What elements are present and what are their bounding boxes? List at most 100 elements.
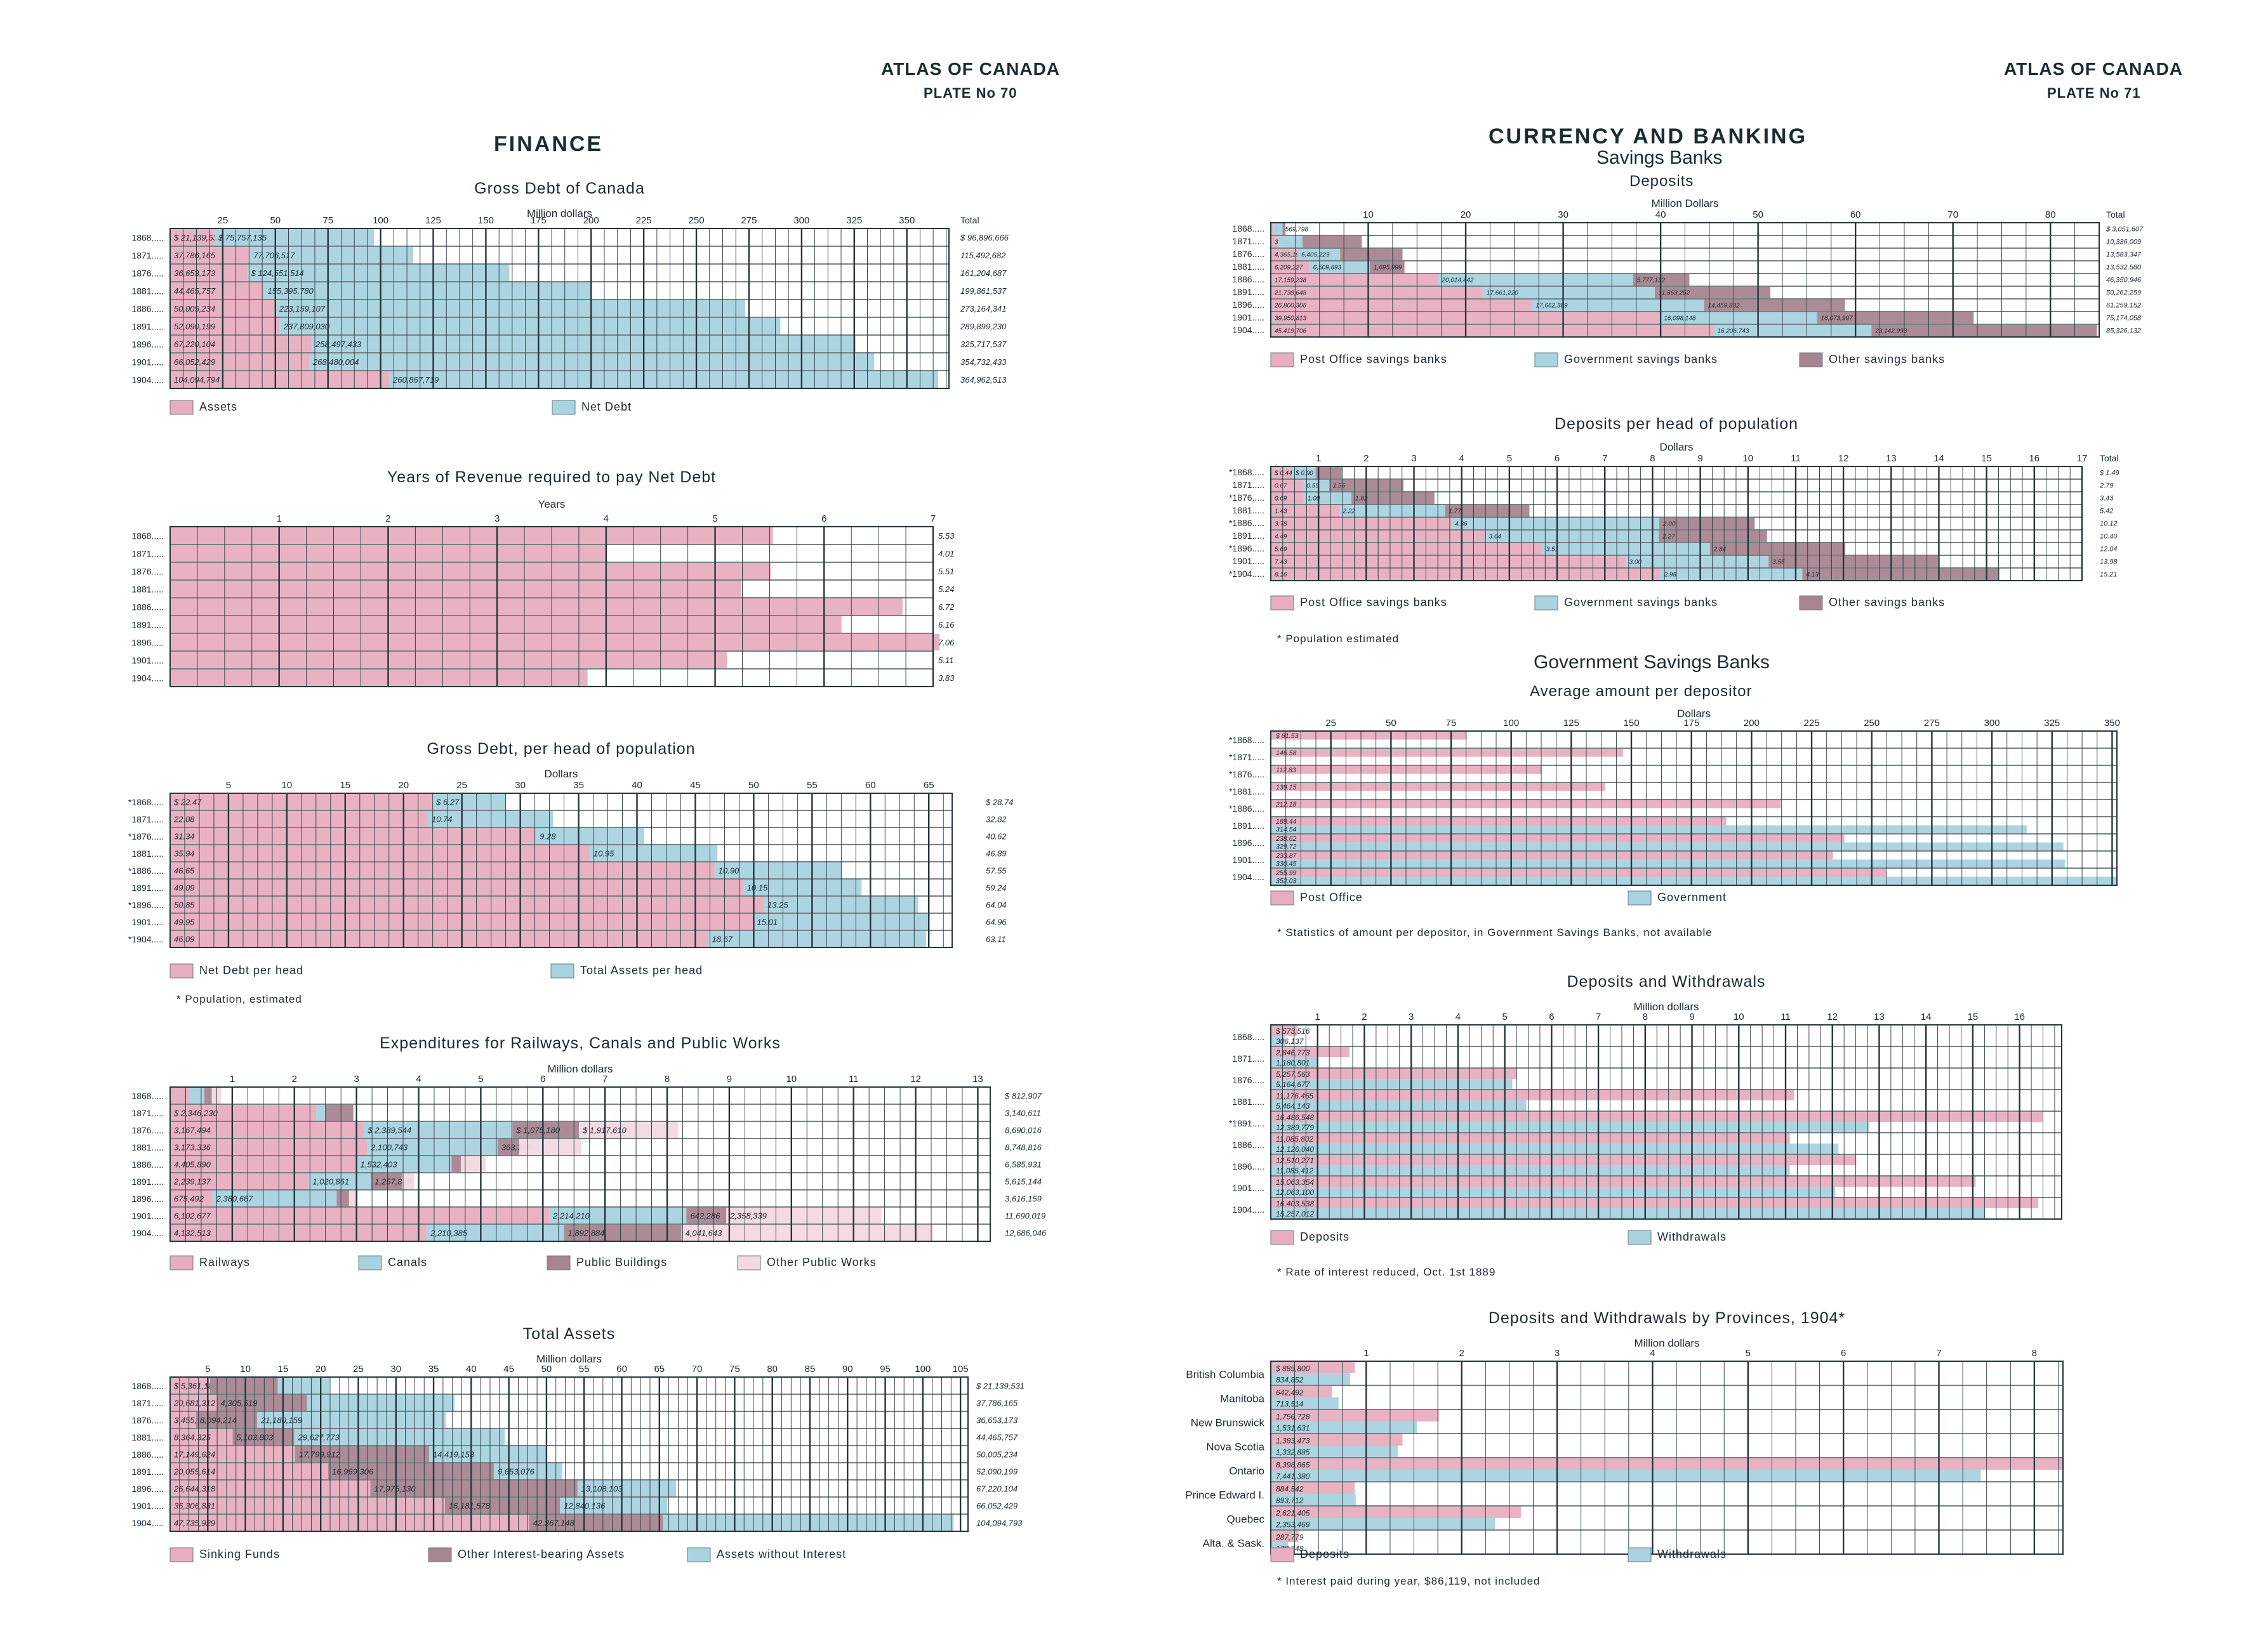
category-label: 1876..... (131, 268, 164, 279)
data-label: 834,852 (1276, 1375, 1304, 1384)
tick-label: 10 (240, 1364, 251, 1375)
bar (170, 336, 312, 352)
data-label: 8.16 (1275, 572, 1287, 579)
category-label: 1886..... (131, 1159, 164, 1170)
category-label: 1881..... (131, 584, 164, 595)
data-label: 36,306,831 (174, 1501, 215, 1510)
bar (170, 371, 389, 388)
bar (295, 1446, 429, 1462)
footnote: * Interest paid during year, $86,119, no… (1277, 1575, 1541, 1587)
tick-label: 35 (428, 1364, 439, 1375)
category-label: 1901..... (1232, 312, 1264, 322)
chart-years_revenue: Years of Revenue required to pay Net Deb… (131, 468, 955, 687)
legend-swatch (1799, 352, 1823, 367)
tick-label: 7 (931, 513, 936, 524)
bar (1315, 467, 1343, 478)
tick-label: 4 (604, 513, 609, 524)
bar (1659, 518, 1755, 529)
tick-label: 5 (712, 513, 717, 524)
tick-label: 90 (842, 1364, 853, 1375)
legend-label: Total Assets per head (580, 964, 703, 977)
data-label: 6,509,893 (1313, 265, 1342, 272)
legend-swatch (1534, 595, 1558, 610)
plot-frame (1270, 730, 2118, 886)
category-label: 1891..... (1232, 531, 1264, 541)
chart-title: Deposits and Withdrawals (1567, 973, 1765, 991)
tick-label: 225 (1804, 718, 1820, 729)
data-label: 893,712 (1276, 1496, 1304, 1505)
data-label: 7,441,380 (1276, 1472, 1310, 1481)
data-label: 20,055,614 (173, 1467, 215, 1476)
bar (371, 1173, 402, 1189)
data-label: 330.45 (1276, 861, 1297, 868)
data-label: $ 22.47 (173, 797, 202, 807)
tick-label: 60 (616, 1364, 627, 1375)
bar (560, 1498, 668, 1514)
bar (1271, 876, 2118, 885)
total-value: 50,005,234 (976, 1449, 1018, 1459)
data-label: $ 81.53 (1275, 732, 1298, 740)
category-label: 1904..... (1232, 872, 1264, 882)
data-label: 45,419,706 (1275, 328, 1306, 335)
gov-savings-title: Government Savings Banks (1534, 652, 1770, 673)
total-value: 104,094,793 (976, 1518, 1023, 1527)
bar (1271, 859, 2066, 867)
total-value: 63.11 (986, 934, 1006, 944)
tick-label: 150 (1624, 718, 1640, 729)
bar (1271, 1177, 1976, 1187)
bar (1445, 505, 1530, 517)
total-value: 5.11 (938, 656, 953, 665)
total-value: 46,350,946 (2106, 277, 2142, 284)
data-label: 287,779 (1275, 1533, 1304, 1541)
right-plate-number: PLATE No 71 (2047, 85, 2141, 101)
tick-label: 65 (924, 780, 934, 791)
total-value: 61,259,152 (2106, 302, 2141, 310)
tick-label: 6 (1555, 453, 1560, 464)
data-label: 14,419,158 (433, 1449, 475, 1459)
bar (1271, 834, 1845, 843)
bar (1625, 556, 1769, 567)
total-value: 3.83 (938, 673, 955, 683)
tick-label: 15 (278, 1364, 289, 1375)
bar (1802, 569, 1999, 580)
category-label: *1886..... (128, 866, 164, 876)
category-label: 1868..... (131, 531, 164, 541)
legend-label: Government savings banks (1564, 353, 1718, 366)
bar (1271, 1421, 1417, 1433)
bar (1542, 543, 1710, 555)
data-label: 12,126,040 (1276, 1145, 1314, 1154)
category-label: 1904..... (131, 1228, 164, 1238)
tick-label: 40 (632, 780, 642, 791)
tick-label: 50 (1753, 209, 1763, 220)
category-label: 1886..... (1232, 1140, 1264, 1150)
data-label: 9,653,076 (498, 1467, 535, 1476)
category-label: 1891..... (1232, 287, 1264, 297)
tick-label: 7 (602, 1074, 607, 1085)
total-value: 64.96 (986, 917, 1007, 927)
unit-label: Million dollars (1635, 1337, 1700, 1349)
tick-label: 5 (226, 780, 231, 791)
data-label: 2.27 (1662, 534, 1675, 541)
category-label: 1871..... (1232, 480, 1264, 490)
data-label: 6,405,229 (1301, 252, 1330, 259)
category-label: 1891..... (131, 1177, 164, 1187)
left-plate-title: ATLAS OF CANADA (881, 59, 1061, 79)
tick-label: 1 (1315, 1012, 1320, 1022)
category-label: *1876..... (1229, 492, 1264, 503)
chart-title: Deposits and Withdrawals by Provinces, 1… (1489, 1309, 1845, 1327)
bar (1485, 531, 1659, 542)
data-label: 1,020,861 (312, 1177, 349, 1186)
tick-label: 11 (849, 1074, 859, 1085)
chart-gross_debt_per_head: Gross Debt, per head of population Dollar… (128, 740, 1013, 1005)
total-value: 115,492,682 (960, 251, 1006, 260)
data-label: 17,159,238 (1275, 277, 1306, 284)
tick-label: 300 (793, 215, 809, 226)
legend-label: Assets (199, 400, 237, 413)
tick-label: 55 (579, 1364, 590, 1375)
currency-title: CURRENCY AND BANKING (1489, 124, 1808, 148)
total-value: 12.04 (2100, 546, 2118, 553)
total-value: 85,326,132 (2106, 327, 2141, 335)
data-label: 258,497,433 (315, 340, 362, 349)
tick-label: 60 (865, 780, 876, 791)
tick-label: 300 (1984, 718, 2000, 729)
